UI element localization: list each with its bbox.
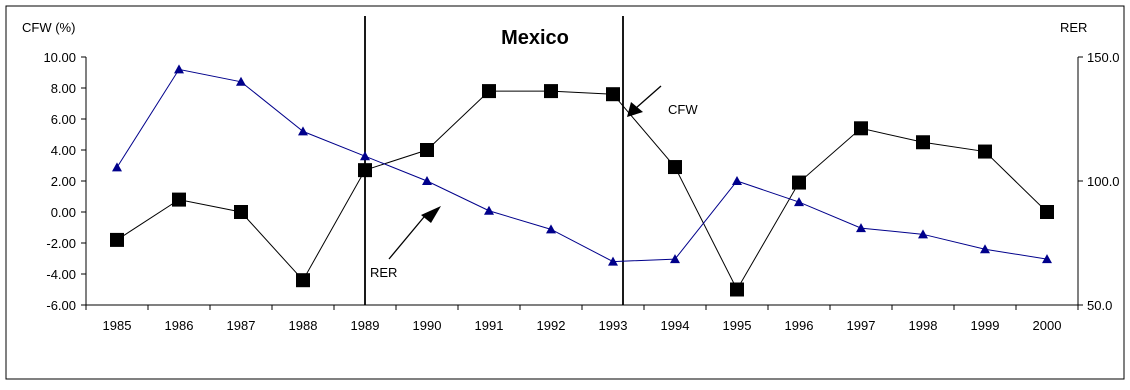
rer-point (608, 256, 618, 266)
rer-point (732, 176, 742, 185)
left-tick-label: 10.00 (43, 50, 76, 65)
x-tick-label: 1990 (413, 318, 442, 333)
cfw-point (110, 232, 124, 247)
cfw-point (730, 282, 744, 297)
cfw-point (296, 273, 310, 288)
x-tick-label: 1987 (227, 318, 256, 333)
x-tick-label: 1999 (971, 318, 1000, 333)
chart-title: Mexico (501, 27, 569, 49)
annotation-cfw-label: CFW (668, 102, 698, 117)
rer-point (980, 244, 990, 254)
rer-point (484, 205, 494, 215)
cfw-point (544, 84, 558, 99)
x-tick-label: 1988 (289, 318, 318, 333)
rer-point (794, 197, 804, 207)
cfw-point (420, 143, 434, 157)
cfw-point (606, 87, 620, 102)
cfw-point (854, 121, 868, 136)
rer-point (112, 162, 122, 172)
x-tick-label: 1997 (847, 318, 876, 333)
vertical-markers (364, 16, 624, 305)
x-tick-label: 1986 (165, 318, 194, 333)
rer-point (856, 223, 866, 233)
cfw-point (482, 84, 496, 99)
cfw-point (234, 205, 248, 219)
x-tick-label: 1998 (909, 318, 938, 333)
annotation-layer: CFW RER (370, 85, 698, 280)
series-line-cfw (116, 90, 1048, 291)
annotation-cfw-arrowhead (627, 102, 643, 117)
x-tick-label: 2000 (1033, 318, 1062, 333)
series-line-rer (116, 68, 1048, 263)
right-axis-label: RER (1060, 20, 1087, 35)
rer-point (236, 76, 246, 86)
series-layer (110, 64, 1054, 297)
right-tick-label: 150.0 (1087, 50, 1120, 65)
x-tick-label: 1994 (661, 318, 690, 333)
rer-point (546, 224, 556, 234)
rer-point (918, 229, 928, 239)
left-tick-label: 6.00 (51, 112, 76, 127)
cfw-point (916, 135, 930, 150)
cfw-point (668, 160, 682, 175)
cfw-point (358, 163, 372, 178)
annotation-rer-arrow-shaft (388, 216, 425, 260)
left-tick-label: 8.00 (51, 81, 76, 96)
rer-point (174, 64, 184, 74)
rer-point (670, 254, 680, 264)
rer-point (360, 151, 370, 161)
x-tick-label: 1996 (785, 318, 814, 333)
annotation-rer-arrowhead (421, 206, 441, 223)
x-tick-label: 1995 (723, 318, 752, 333)
annotation-rer-label: RER (370, 265, 397, 280)
x-tick-label: 1985 (103, 318, 132, 333)
left-tick-label: 4.00 (51, 143, 76, 158)
left-tick-label: -4.00 (46, 267, 76, 282)
left-tick-label: 0.00 (51, 205, 76, 220)
right-tick-label: 100.0 (1087, 174, 1120, 189)
right-tick-label: 50.0 (1087, 298, 1112, 313)
cfw-point (978, 144, 992, 159)
rer-point (422, 176, 432, 185)
left-tick-label: 2.00 (51, 174, 76, 189)
cfw-point (1040, 205, 1054, 219)
cfw-point (172, 192, 186, 207)
cfw-point (792, 175, 806, 190)
annotation-cfw-arrow-shaft (635, 85, 662, 109)
x-tick-label: 1989 (351, 318, 380, 333)
left-tick-label: -6.00 (46, 298, 76, 313)
axes-layer: 10.00 8.00 6.00 4.00 2.00 0.00 -2.00 -4.00 -6.00… (43, 50, 1119, 333)
x-tick-label: 1992 (537, 318, 566, 333)
rer-point (298, 126, 308, 136)
x-tick-label: 1991 (475, 318, 504, 333)
rer-point (1042, 254, 1052, 264)
x-tick-label: 1993 (599, 318, 628, 333)
left-tick-label: -2.00 (46, 236, 76, 251)
left-axis-label: CFW (%) (22, 20, 75, 35)
chart-border (5, 5, 1125, 380)
